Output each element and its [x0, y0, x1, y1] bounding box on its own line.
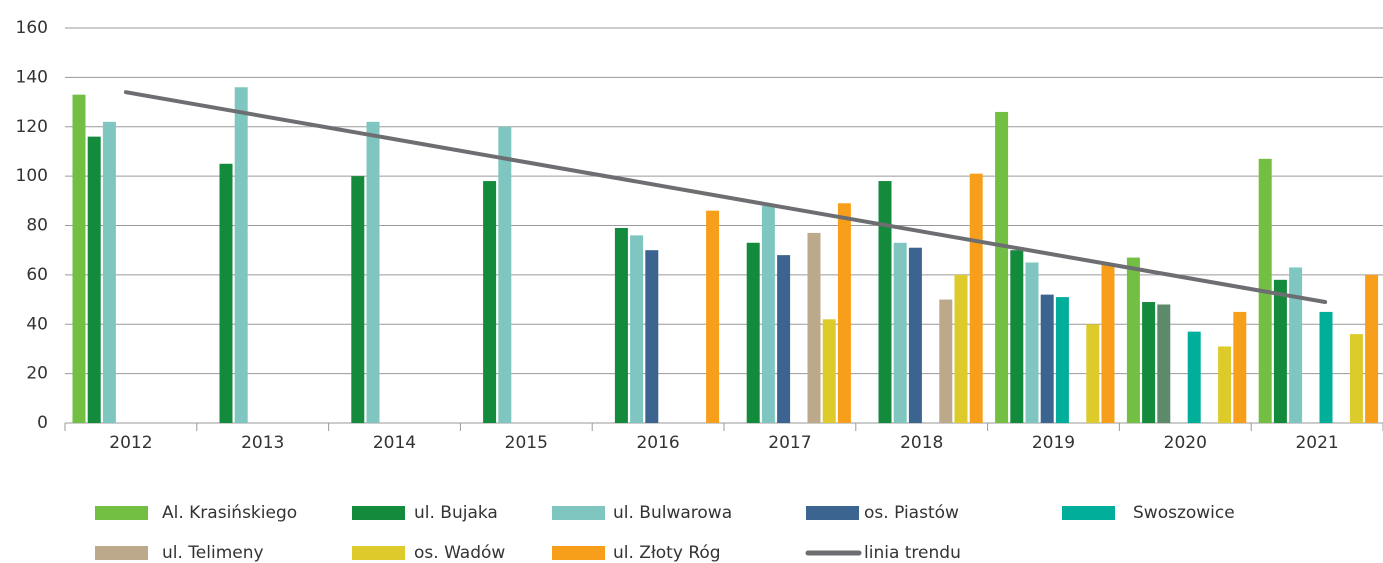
legend-swatch: [806, 506, 859, 520]
legend-label: os. Piastów: [864, 503, 959, 523]
x-tick-label: 2014: [373, 433, 416, 453]
bar: [630, 235, 644, 423]
bar: [1273, 279, 1287, 423]
bar: [878, 181, 892, 423]
bar: [1126, 257, 1140, 423]
bar: [822, 319, 836, 423]
bar: [645, 250, 659, 423]
x-tick-label: 2016: [636, 433, 679, 453]
legend-swatch: [552, 546, 605, 560]
legend-swatch: [1062, 506, 1115, 520]
bar: [1349, 334, 1363, 423]
bar: [908, 247, 922, 423]
legend-swatch: [95, 546, 148, 560]
y-tick-label: 140: [16, 67, 48, 87]
bar: [837, 203, 851, 423]
bar: [954, 274, 968, 423]
y-tick-label: 20: [26, 364, 48, 384]
x-tick-label: 2020: [1164, 433, 1207, 453]
bar: [366, 121, 380, 423]
y-tick-label: 120: [16, 117, 48, 137]
bar: [777, 255, 791, 423]
bar: [483, 181, 497, 423]
legend-label: Al. Krasińskiego: [162, 503, 297, 523]
x-tick-label: 2015: [505, 433, 548, 453]
legend-label: ul. Bujaka: [414, 503, 498, 523]
legend-label: os. Wadów: [414, 543, 505, 563]
bar: [219, 163, 233, 423]
x-tick-label: 2012: [109, 433, 152, 453]
trend-line: [123, 90, 1328, 305]
bar: [1025, 262, 1039, 423]
bar: [1101, 265, 1115, 423]
bar: [351, 176, 365, 423]
bar: [102, 121, 116, 423]
bar: [614, 227, 628, 423]
bar: [746, 242, 760, 423]
bar: [969, 173, 983, 423]
bar: [706, 210, 720, 423]
legend-swatch: [352, 506, 405, 520]
bar: [1010, 250, 1024, 423]
y-tick-label: 40: [26, 314, 48, 334]
bar: [87, 136, 101, 423]
bar: [1289, 267, 1303, 423]
bar: [807, 232, 821, 423]
bar: [939, 299, 953, 423]
bar: [1319, 311, 1333, 423]
bar: [72, 94, 86, 423]
y-tick-label: 160: [16, 18, 48, 38]
bar: [1086, 324, 1100, 423]
bar: [1040, 294, 1054, 423]
legend-label: ul. Złoty Róg: [613, 543, 721, 563]
y-tick-label: 0: [37, 413, 48, 433]
legend-swatch: [352, 546, 405, 560]
bar: [1187, 331, 1201, 423]
y-tick-label: 80: [26, 216, 48, 236]
legend-label: Swoszowice: [1133, 503, 1235, 523]
bar: [1365, 274, 1379, 423]
bar: [893, 242, 907, 423]
x-tick-label: 2017: [768, 433, 811, 453]
legend-swatch: [95, 506, 148, 520]
bar: [995, 111, 1009, 423]
bar: [1055, 297, 1069, 423]
bar: [1142, 302, 1156, 423]
y-tick-label: 60: [26, 265, 48, 285]
bar: [1233, 311, 1247, 423]
x-tick-label: 2013: [241, 433, 284, 453]
legend-label: ul. Bulwarowa: [613, 503, 732, 523]
bar: [1218, 346, 1232, 423]
legend-label: linia trendu: [864, 543, 961, 563]
y-tick-label: 100: [16, 166, 48, 186]
x-tick-label: 2018: [900, 433, 943, 453]
x-tick-label: 2021: [1295, 433, 1338, 453]
legend-label: ul. Telimeny: [162, 543, 264, 563]
x-tick-label: 2019: [1032, 433, 1075, 453]
legend-swatch: [552, 506, 605, 520]
bar: [761, 205, 775, 423]
bar: [1157, 304, 1171, 423]
bar: [234, 87, 248, 423]
bar: [498, 126, 512, 423]
